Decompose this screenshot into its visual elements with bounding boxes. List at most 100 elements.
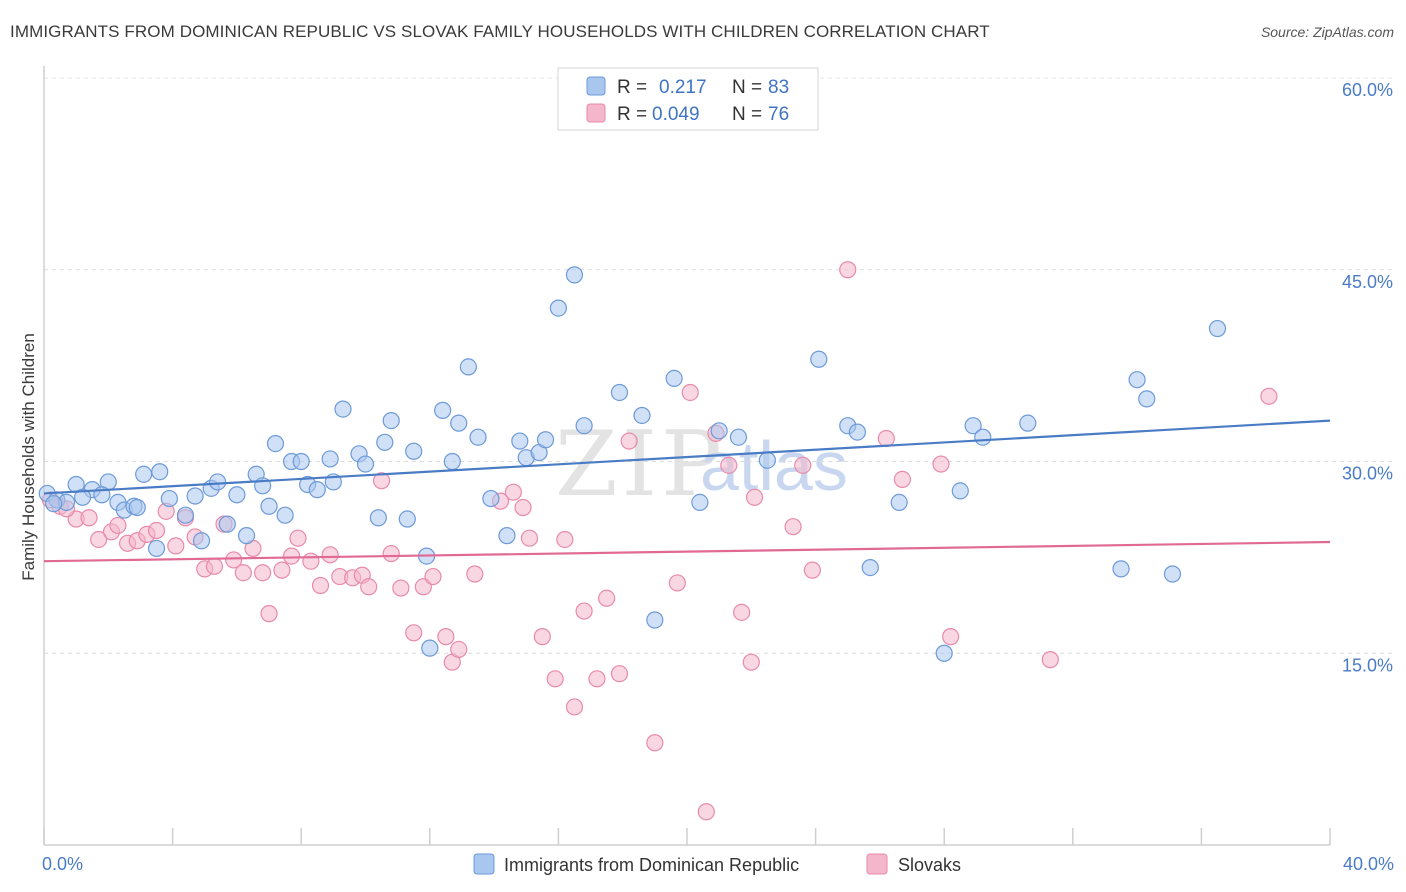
- slovak-point-61: [720, 456, 738, 474]
- dominican-point-54: [549, 299, 568, 317]
- dominican-point-68: [861, 559, 879, 577]
- dominican-point-58: [633, 406, 651, 425]
- slovak-point-12: [167, 537, 185, 555]
- slovak-point-64: [745, 488, 764, 506]
- dominican-point-14: [176, 506, 195, 524]
- legend-swatch-blue: [586, 76, 606, 96]
- legend-n-label-pink: N =: [732, 104, 762, 125]
- slovak-point-16: [205, 557, 223, 575]
- dominican-point-79: [1208, 319, 1227, 338]
- trend-lines: [43, 419, 1331, 563]
- slovak-point-45: [514, 498, 532, 517]
- dominican-point-62: [710, 422, 728, 440]
- slovak-point-67: [803, 561, 821, 579]
- slovak-point-71: [932, 455, 950, 473]
- dominican-point-19: [218, 515, 236, 533]
- dominican-point-55: [565, 266, 584, 284]
- dominican-point-15: [186, 487, 204, 505]
- dominican-point-69: [890, 493, 908, 512]
- slovak-point-6: [109, 516, 127, 535]
- dominican-point-82: [128, 498, 146, 517]
- slovak-point-41: [450, 640, 468, 659]
- slovak-point-36: [405, 624, 423, 642]
- slovak-point-51: [575, 602, 593, 620]
- slovak-point-3: [80, 509, 98, 527]
- dominican-point-61: [691, 493, 709, 512]
- y-tick-label-45: 45.0%: [1342, 272, 1393, 292]
- legend-swatch-pink: [586, 103, 606, 123]
- slovak-point-26: [302, 552, 320, 570]
- slovak-trend-line: [43, 540, 1331, 563]
- slovak-point-69: [877, 429, 895, 448]
- slovak-point-27: [311, 576, 330, 595]
- dominican-point-38: [382, 411, 400, 430]
- dominican-point-47: [469, 428, 487, 446]
- dominican-point-77: [1138, 390, 1156, 408]
- slovak-point-38: [424, 567, 442, 586]
- dominican-point-25: [276, 506, 294, 524]
- dominican-point-11: [151, 463, 169, 481]
- slovak-point-18: [225, 551, 243, 569]
- dominican-point-28: [292, 452, 310, 471]
- slovak-point-28: [321, 546, 339, 564]
- slovak-point-54: [610, 665, 629, 683]
- dominican-point-80: [45, 495, 63, 513]
- slovak-point-47: [533, 628, 551, 646]
- slovak-point-68: [839, 261, 857, 279]
- slovak-point-57: [668, 574, 686, 592]
- slovak-point-35: [392, 579, 410, 597]
- legend-n-label-blue: N =: [732, 77, 762, 98]
- dominican-point-21: [237, 527, 256, 545]
- dominican-point-18: [209, 473, 227, 491]
- series-dominican-points: [38, 266, 1227, 662]
- slovak-point-70: [893, 470, 912, 488]
- legend-r-label-pink: R =: [617, 104, 647, 125]
- dominican-point-71: [951, 482, 969, 500]
- dominican-point-74: [1019, 414, 1037, 432]
- dominican-point-31: [321, 450, 339, 468]
- dominican-point-65: [810, 350, 828, 368]
- slovak-point-44: [504, 483, 522, 501]
- slovak-point-49: [556, 530, 574, 549]
- dominican-point-45: [450, 414, 468, 432]
- dominican-point-50: [511, 432, 529, 450]
- dominican-point-76: [1128, 371, 1146, 389]
- dominican-point-59: [646, 611, 664, 629]
- bottom-legend-label-blue: Immigrants from Dominican Republic: [504, 855, 799, 875]
- dominican-point-57: [610, 383, 629, 402]
- slovak-point-46: [520, 529, 539, 547]
- slovak-point-32: [360, 578, 378, 596]
- slovak-point-52: [588, 670, 606, 688]
- chart-title: IMMIGRANTS FROM DOMINICAN REPUBLIC VS SL…: [10, 22, 990, 41]
- dominican-point-39: [398, 510, 416, 528]
- slovak-point-39: [437, 628, 455, 646]
- slovak-point-65: [784, 518, 802, 536]
- dominican-point-42: [421, 639, 439, 657]
- dominican-point-33: [334, 400, 352, 418]
- slovak-point-58: [681, 383, 699, 402]
- slovak-point-4: [90, 530, 108, 549]
- slovak-point-22: [260, 605, 278, 623]
- slovak-point-42: [466, 565, 484, 583]
- dominican-point-70: [935, 644, 953, 662]
- legend-r-label-blue: R =: [617, 77, 647, 98]
- legend-n-value-blue: 83: [768, 77, 789, 98]
- bottom-legend-swatch-pink: [866, 853, 888, 875]
- legend-n-value-pink: 76: [768, 104, 789, 125]
- dominican-point-6: [73, 488, 92, 506]
- dominican-point-36: [369, 509, 387, 527]
- dominican-point-10: [135, 465, 153, 483]
- x-axis-ticks: [43, 828, 1331, 845]
- dominican-point-12: [147, 539, 166, 558]
- dominican-point-64: [758, 451, 776, 469]
- dominican-point-53: [536, 431, 555, 449]
- slovak-point-55: [620, 432, 638, 450]
- dominican-point-72: [964, 417, 982, 435]
- dominican-point-43: [434, 401, 452, 419]
- dominican-point-46: [459, 358, 477, 376]
- y-tick-label-15: 15.0%: [1342, 655, 1393, 675]
- dominican-point-44: [443, 452, 461, 471]
- dominican-point-24: [260, 497, 278, 515]
- correlation-legend: R = 0.217 N = 83 R = 0.049 N = 76: [557, 67, 819, 131]
